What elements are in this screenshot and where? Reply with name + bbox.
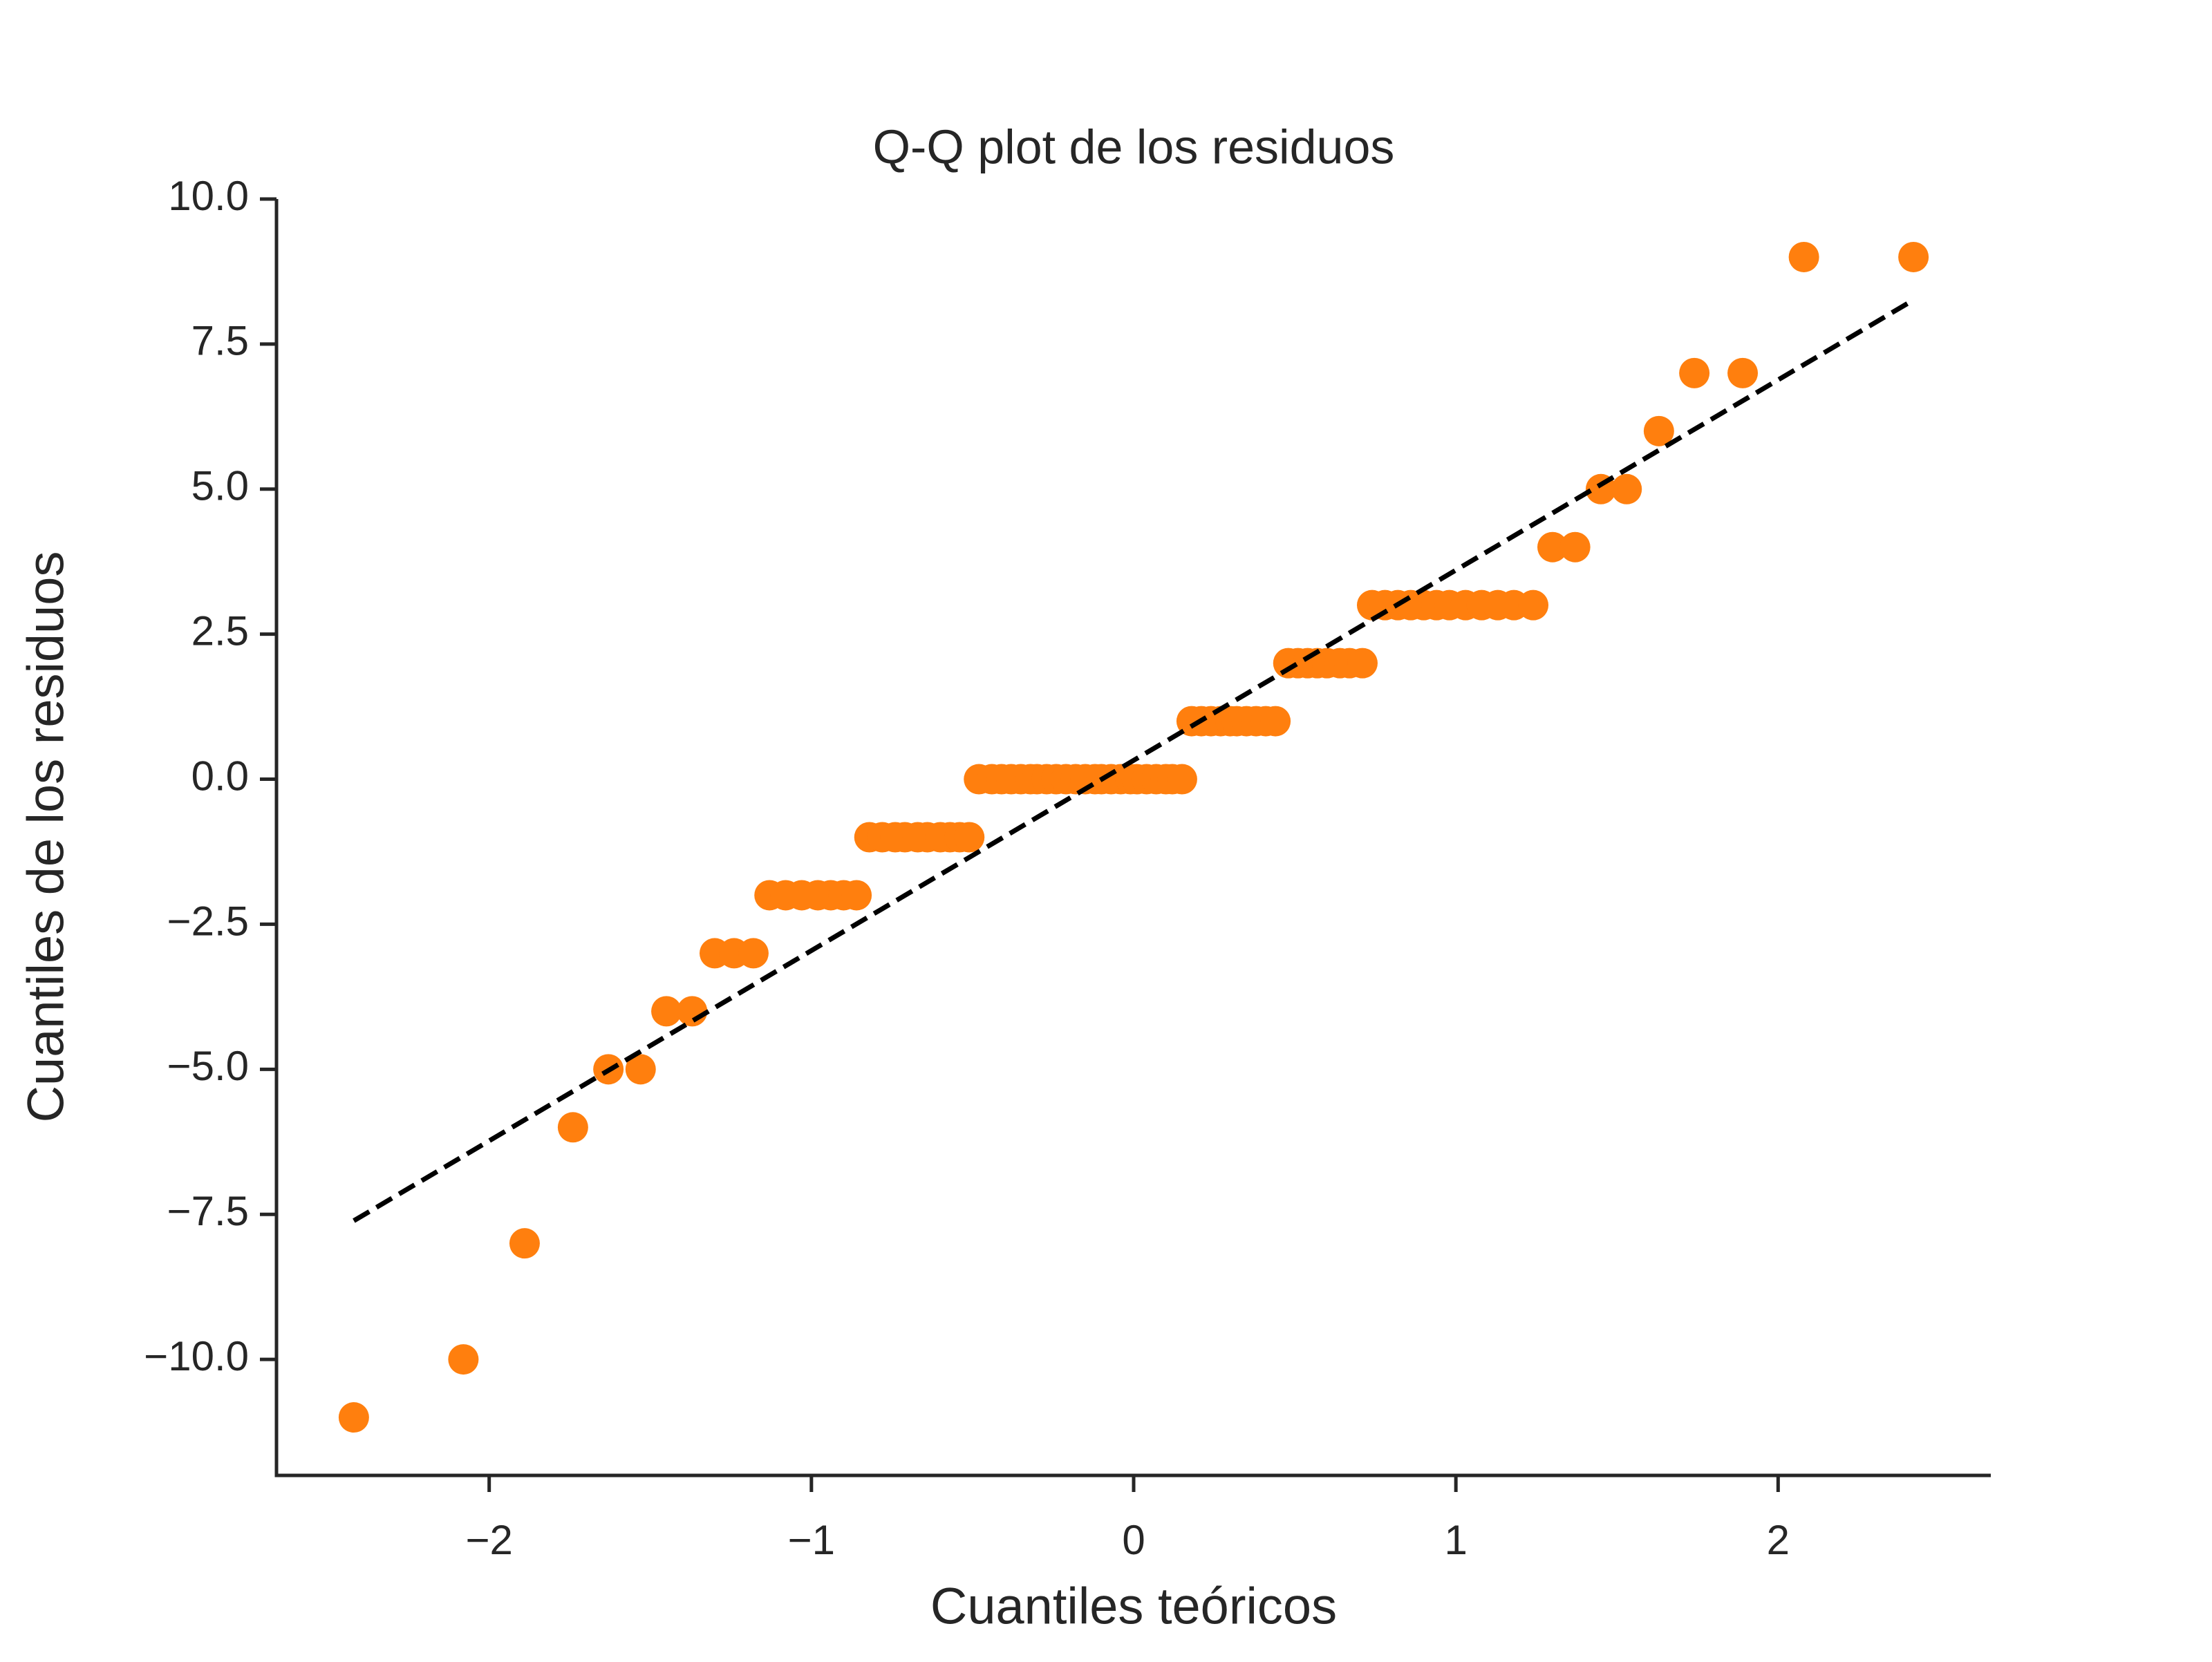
- x-tick-label: −1: [788, 1517, 835, 1563]
- data-point: [338, 1402, 369, 1433]
- data-point: [1788, 241, 1819, 272]
- data-point: [1260, 706, 1291, 737]
- data-point: [1537, 531, 1568, 563]
- data-point: [1643, 415, 1674, 446]
- chart-title: Q-Q plot de los residuos: [873, 120, 1395, 173]
- data-point: [625, 1054, 656, 1085]
- y-tick-label: −5.0: [167, 1043, 249, 1089]
- fit-line: [353, 298, 1915, 1223]
- x-tick-label: 2: [1767, 1517, 1790, 1563]
- x-tick-label: −2: [465, 1517, 512, 1563]
- data-point: [1679, 357, 1710, 388]
- data-point: [509, 1228, 540, 1259]
- data-point: [448, 1344, 479, 1375]
- data-point: [954, 822, 985, 853]
- data-point: [1518, 589, 1549, 621]
- data-point: [841, 880, 872, 911]
- data-point: [738, 938, 769, 969]
- x-axis-label: Cuantiles teóricos: [930, 1578, 1337, 1635]
- x-tick-label: 0: [1122, 1517, 1145, 1563]
- y-tick-label: 0.0: [191, 753, 249, 799]
- data-point: [1727, 357, 1759, 388]
- x-tick-label: 1: [1444, 1517, 1467, 1563]
- data-point: [1347, 648, 1378, 679]
- data-point: [1166, 764, 1197, 795]
- y-tick-label: −2.5: [167, 898, 249, 944]
- data-point: [677, 996, 708, 1027]
- y-tick-label: 10.0: [168, 173, 249, 219]
- y-tick-label: −7.5: [167, 1188, 249, 1234]
- y-axis-label: Cuantiles de los residuos: [17, 551, 75, 1123]
- y-tick-label: 2.5: [191, 608, 249, 654]
- data-point: [651, 996, 682, 1027]
- data-point: [1898, 241, 1929, 272]
- data-point: [1611, 473, 1642, 504]
- data-point: [557, 1112, 588, 1143]
- y-tick-label: 7.5: [191, 318, 249, 364]
- y-tick-label: −10.0: [144, 1333, 249, 1379]
- data-point: [1559, 531, 1591, 563]
- y-tick-label: 5.0: [191, 463, 249, 509]
